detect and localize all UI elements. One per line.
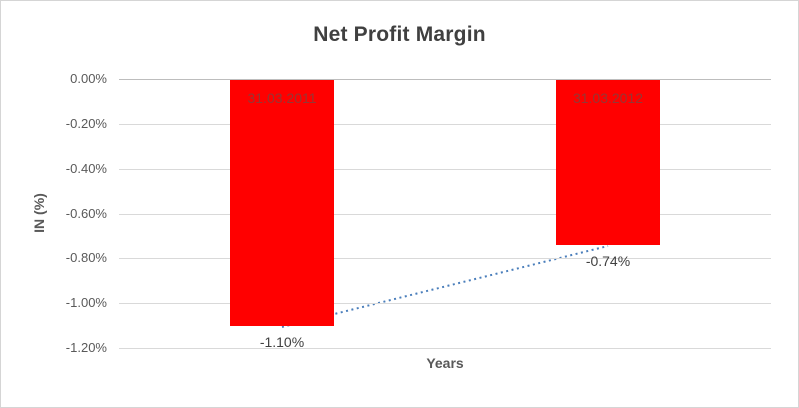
- bar-1: [556, 80, 660, 245]
- gridline: [119, 169, 771, 170]
- bar-value-label: -1.10%: [259, 334, 305, 350]
- bar-category-label: 31.03.2012: [572, 90, 644, 106]
- trendline-segment: [281, 245, 609, 328]
- gridline: [119, 303, 771, 304]
- gridline: [119, 348, 771, 349]
- y-tick-label: -0.80%: [65, 250, 107, 265]
- y-axis-tick-labels: 0.00% -0.20% -0.40% -0.60% -0.80% -1.00% -1.20…: [1, 71, 113, 355]
- gridline: [119, 124, 771, 125]
- chart-title: Net Profit Margin: [313, 23, 486, 46]
- plot-area: 31.03.2011 -1.10% 31.03.2012 -0.74%: [119, 79, 771, 350]
- y-tick-label: -1.20%: [65, 340, 107, 355]
- y-tick-label: 0.00%: [70, 71, 107, 86]
- y-tick-label: -1.00%: [65, 295, 107, 310]
- x-axis-title: Years: [426, 355, 464, 371]
- y-tick-label: -0.40%: [65, 161, 107, 176]
- bar-0: [230, 80, 334, 326]
- bar-category-label: 31.03.2011: [247, 90, 317, 106]
- trendline: [281, 245, 609, 328]
- gridline: [119, 214, 771, 215]
- bar-value-label: -0.74%: [585, 253, 631, 269]
- x-axis-line: [119, 79, 771, 80]
- gridline: [119, 258, 771, 259]
- y-tick-label: -0.60%: [65, 206, 107, 221]
- y-tick-label: -0.20%: [65, 116, 107, 131]
